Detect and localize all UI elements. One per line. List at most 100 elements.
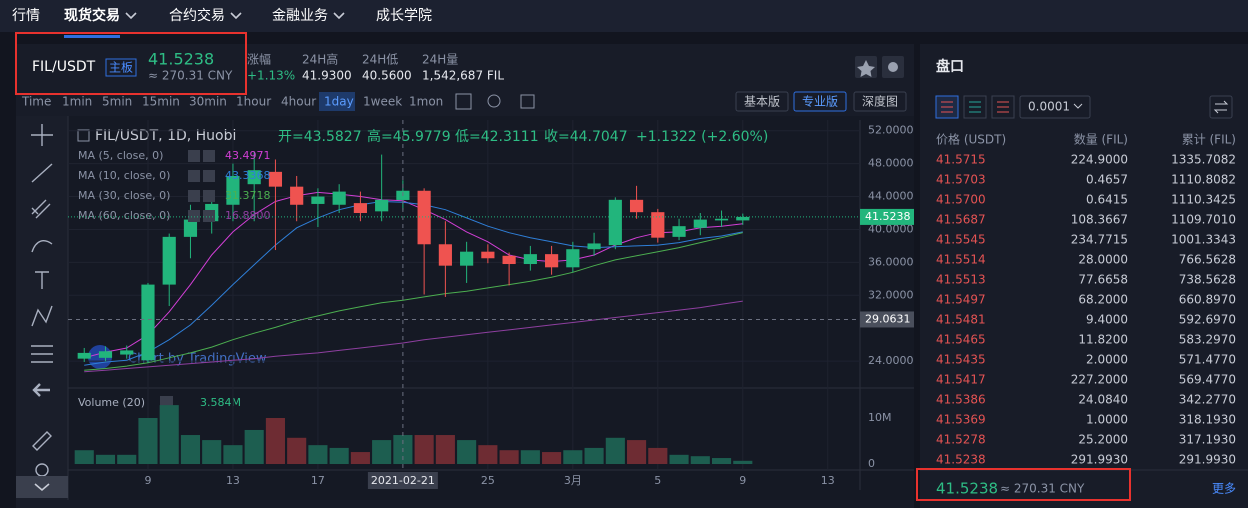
orderbook-cell[interactable]: 41.5238	[936, 453, 986, 467]
top-nav	[0, 0, 1248, 32]
y-tick-label: 44.0000	[868, 190, 914, 203]
crosshair-tool[interactable]	[31, 124, 53, 146]
orderbook-cell[interactable]: 41.5715	[936, 153, 986, 167]
interval[interactable]: 5min	[102, 95, 132, 109]
orderbook-cell[interactable]: 41.5497	[936, 293, 986, 307]
fullscreen-icon[interactable]	[520, 94, 535, 109]
legend-button[interactable]	[203, 190, 215, 202]
settings-icon[interactable]	[487, 94, 501, 108]
orderbook-cell[interactable]: 41.5703	[936, 173, 986, 187]
interval[interactable]: 4hour	[281, 95, 316, 109]
legend-button[interactable]	[188, 210, 200, 222]
orderbook-cell[interactable]: 41.5417	[936, 373, 986, 387]
orderbook-cell[interactable]: 41.5465	[936, 333, 986, 347]
ma-line	[84, 232, 743, 371]
ma-legend-name: MA (5, close, 0)	[78, 149, 163, 162]
line-tool[interactable]	[31, 163, 53, 183]
nav-item[interactable]: 金融业务	[272, 8, 328, 24]
legend-toggle[interactable]	[77, 129, 90, 142]
orderbook-cell: 1110.8082	[1171, 173, 1236, 187]
drawing-tools	[16, 116, 68, 500]
interval[interactable]: Time	[21, 95, 51, 109]
back-tool[interactable]	[32, 383, 50, 397]
view-button[interactable]	[735, 91, 789, 112]
y-tick-label: 36.0000	[868, 255, 914, 268]
volume-bar	[733, 460, 753, 465]
orderbook-cell[interactable]: 41.5545	[936, 233, 986, 247]
legend-button[interactable]	[203, 150, 215, 162]
x-tick-label: 5	[654, 474, 661, 487]
interval-active	[319, 92, 355, 111]
interval[interactable]: 30min	[189, 95, 227, 109]
legend-button[interactable]	[188, 190, 200, 202]
volume-bar	[669, 454, 689, 465]
legend-button[interactable]	[203, 210, 215, 222]
candle-body	[183, 219, 198, 237]
view-button[interactable]	[853, 91, 907, 112]
nav-item[interactable]: 行情	[12, 8, 40, 24]
orderbook-cell[interactable]: 41.5369	[936, 413, 986, 427]
volume-title: Volume (20)	[78, 396, 145, 409]
ma-legend-value: 43.4971	[225, 149, 271, 162]
orderbook-cell[interactable]: 41.5278	[936, 433, 986, 447]
stat-value: 41.9300	[302, 69, 352, 83]
volume-bar	[265, 418, 285, 465]
orderbook-cell[interactable]: 41.5435	[936, 353, 986, 367]
orderbook-cell: 342.2770	[1179, 393, 1236, 407]
orderbook-panel	[920, 44, 1248, 508]
orderbook-cell[interactable]: 41.5481	[936, 313, 986, 327]
pattern-tool[interactable]	[31, 305, 53, 327]
precision-select[interactable]	[1019, 95, 1091, 119]
volume-bar	[159, 405, 179, 465]
orderbook-cell[interactable]: 41.5700	[936, 193, 986, 207]
nav-item[interactable]: 合约交易	[169, 7, 225, 24]
orderbook-cell: 77.6658	[1078, 273, 1128, 287]
more-link[interactable]: 更多	[1212, 482, 1236, 496]
volume-bar	[457, 440, 477, 465]
volume-bar	[223, 445, 243, 465]
volume-bar	[117, 454, 137, 465]
nav-item[interactable]: 成长学院	[376, 8, 432, 24]
mode-bids[interactable]	[963, 95, 987, 119]
interval[interactable]: 1mon	[409, 95, 443, 109]
orderbook-cell: 0.4657	[1086, 173, 1128, 187]
last-price: 41.5238	[148, 50, 214, 69]
swap-button[interactable]	[1209, 95, 1233, 119]
orderbook-cell[interactable]: 41.5513	[936, 273, 986, 287]
mode-asks[interactable]	[991, 95, 1015, 119]
ma-legend-name: MA (10, close, 0)	[78, 169, 170, 182]
nav-chevron	[230, 12, 242, 20]
mode-icon	[969, 101, 981, 113]
orderbook-cell: 291.9930	[1179, 453, 1236, 467]
legend-button[interactable]	[188, 170, 200, 182]
volume-bar	[605, 437, 625, 465]
volume-bar	[711, 458, 732, 465]
nav-item[interactable]: 现货交易	[64, 7, 120, 24]
orderbook-cell: 317.1930	[1179, 433, 1236, 447]
orderbook-cell[interactable]: 41.5514	[936, 253, 986, 267]
brush-tool[interactable]	[31, 240, 53, 253]
interval[interactable]: 1day	[324, 95, 354, 109]
text-tool[interactable]	[35, 271, 49, 289]
orderbook-cell[interactable]: 41.5687	[936, 213, 986, 227]
ohlc-legend: 低=42.3111	[455, 129, 539, 145]
interval[interactable]: 1hour	[236, 95, 271, 109]
stat-label: 24H低	[362, 53, 398, 67]
view-button[interactable]	[793, 91, 847, 112]
ruler-tool[interactable]	[32, 431, 52, 451]
interval[interactable]: 1min	[62, 95, 92, 109]
interval[interactable]: 1week	[363, 95, 402, 109]
interval[interactable]: 15min	[142, 95, 180, 109]
orderbook-cell[interactable]: 41.5386	[936, 393, 986, 407]
orderbook-cell: 318.1930	[1179, 413, 1236, 427]
orderbook-modes	[935, 95, 1233, 119]
collapse-button[interactable]	[16, 476, 68, 498]
measure-tool[interactable]	[31, 345, 53, 363]
legend-button[interactable]	[188, 150, 200, 162]
indicator-icon[interactable]	[455, 93, 472, 110]
fib-tool[interactable]	[31, 199, 51, 219]
orderbook-cell: 571.4770	[1179, 353, 1236, 367]
board-label: 主板	[109, 61, 133, 75]
legend-button[interactable]	[203, 170, 215, 182]
ohlc-legend: 开=43.5827	[278, 129, 362, 145]
